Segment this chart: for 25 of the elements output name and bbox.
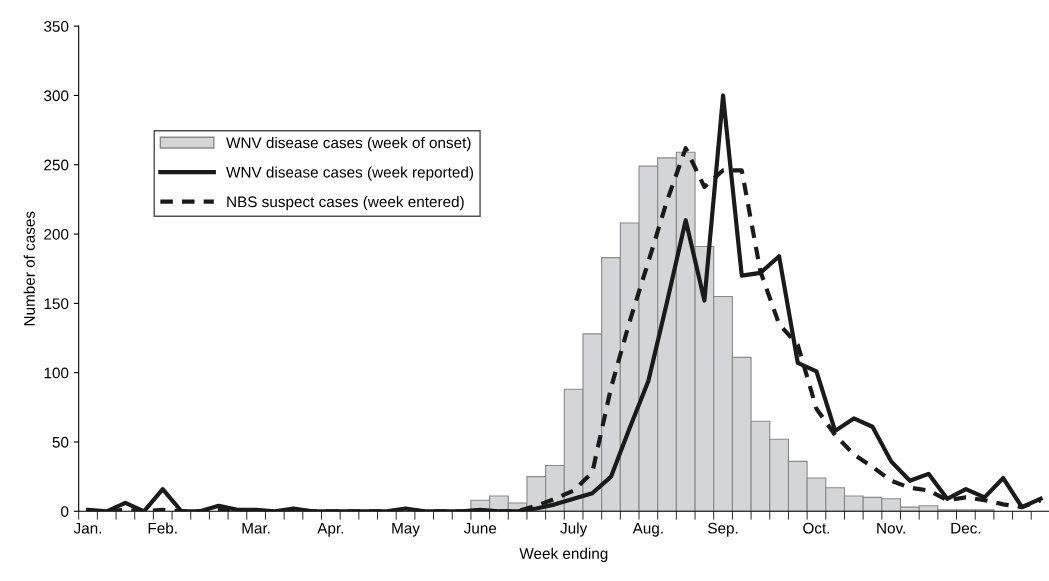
x-tick-label: Aug. (632, 522, 663, 537)
y-tick-label: 350 (44, 21, 69, 32)
y-tick-label: 250 (44, 159, 69, 171)
y-tick-label: 200 (44, 228, 69, 240)
legend-label: WNV disease cases (week of onset) (226, 136, 471, 152)
y-tick-label: 150 (44, 298, 69, 310)
x-tick-label: Nov. (877, 522, 905, 534)
x-tick-label: Dec. (951, 522, 981, 534)
y-axis-title: Number of cases (23, 211, 35, 326)
x-tick-label: Apr. (317, 522, 344, 537)
x-axis-title: Week ending (519, 547, 608, 562)
x-tick-label: Sep. (708, 522, 738, 537)
y-tick-label: 50 (52, 436, 69, 448)
y-tick-label: 100 (44, 367, 69, 379)
x-tick-label: Feb. (148, 522, 177, 534)
x-tick-label: Mar. (242, 522, 270, 534)
x-tick-label: May (392, 522, 420, 537)
x-tick-label: June (463, 522, 497, 534)
y-tick-label: 0 (61, 506, 69, 517)
x-tick-label: July (560, 522, 588, 537)
x-tick-label: Jan. (73, 522, 102, 534)
x-tick-label: Oct. (803, 522, 830, 534)
legend-label: NBS suspect cases (week entered) (227, 195, 464, 211)
y-tick-label: 300 (44, 90, 69, 102)
legend-label: WNV disease cases (week reported) (226, 166, 474, 181)
